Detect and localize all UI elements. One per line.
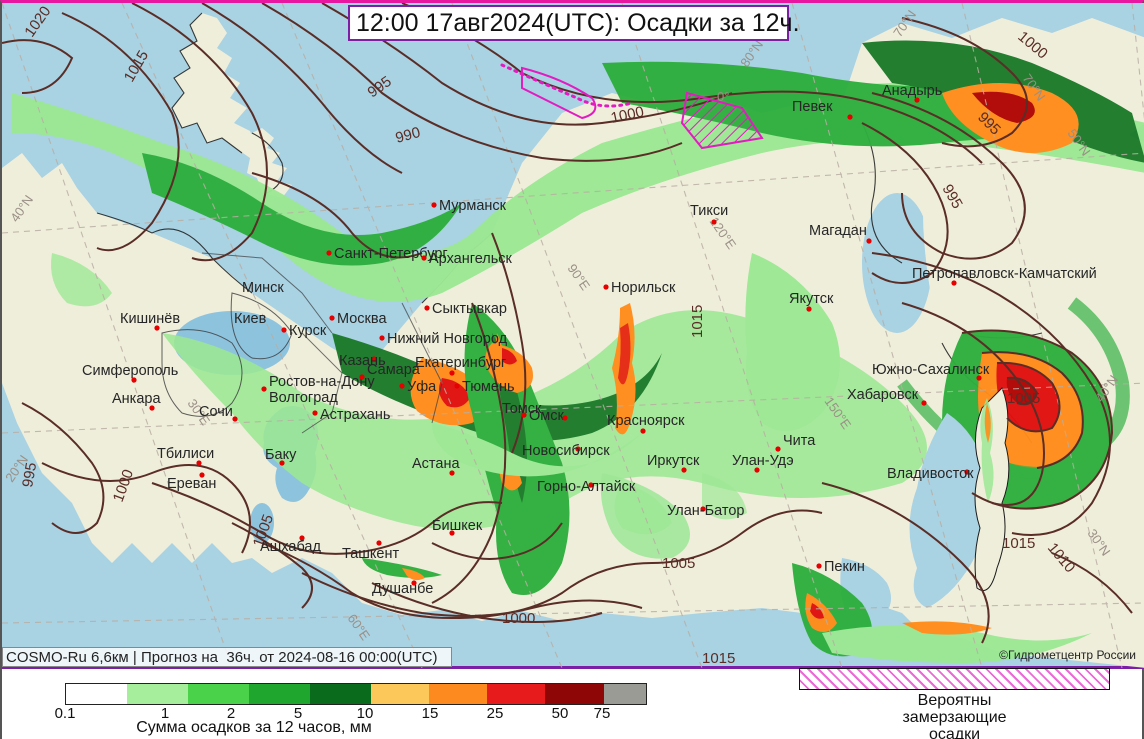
svg-text:1005: 1005 (1007, 390, 1040, 407)
svg-text:Пекин: Пекин (824, 559, 865, 575)
svg-text:Кишинёв: Кишинёв (120, 311, 180, 327)
svg-text:Певек: Певек (792, 99, 833, 115)
svg-text:1015: 1015 (1002, 535, 1035, 552)
svg-text:Нижний Новгород: Нижний Новгород (387, 331, 508, 347)
svg-text:Новосибирск: Новосибирск (522, 443, 610, 459)
svg-text:1005: 1005 (662, 555, 695, 572)
svg-text:Томск: Томск (502, 401, 542, 417)
svg-text:Минск: Минск (242, 280, 284, 296)
svg-text:Петропавловск-Камчатский: Петропавловск-Камчатский (912, 266, 1097, 282)
svg-text:Самара: Самара (367, 362, 421, 378)
svg-text:Тюмень: Тюмень (462, 379, 515, 395)
svg-text:Якутск: Якутск (789, 291, 834, 307)
svg-text:Ростов-на-Дону: Ростов-на-Дону (269, 374, 375, 390)
svg-text:Тбилиси: Тбилиси (157, 446, 214, 462)
svg-text:Сыктывкар: Сыктывкар (432, 301, 507, 317)
svg-text:Мурманск: Мурманск (439, 198, 507, 214)
svg-text:Душанбе: Душанбе (372, 581, 433, 597)
svg-text:Южно-Сахалинск: Южно-Сахалинск (872, 362, 990, 378)
svg-text:Горно-Алтайск: Горно-Алтайск (537, 479, 636, 495)
svg-text:Киев: Киев (234, 311, 267, 327)
svg-text:Ашхабад: Ашхабад (260, 539, 321, 555)
svg-text:Астрахань: Астрахань (320, 407, 390, 423)
svg-text:Екатеринбург: Екатеринбург (415, 355, 506, 371)
svg-text:Уфа: Уфа (407, 379, 437, 395)
svg-text:Владивосток: Владивосток (887, 466, 974, 482)
svg-text:Магадан: Магадан (809, 223, 867, 239)
svg-text:Сочи: Сочи (199, 404, 233, 420)
svg-text:Ереван: Ереван (167, 476, 216, 492)
svg-text:Москва: Москва (337, 311, 387, 327)
svg-text:Норильск: Норильск (611, 280, 676, 296)
svg-text:Улан-Удэ: Улан-Удэ (732, 453, 794, 469)
svg-text:Баку: Баку (265, 447, 297, 463)
svg-text:Хабаровск: Хабаровск (847, 387, 919, 403)
svg-text:1015: 1015 (689, 305, 706, 338)
svg-text:Чита: Чита (783, 433, 816, 449)
svg-text:Анкара: Анкара (112, 391, 161, 407)
svg-text:Архангельск: Архангельск (429, 251, 513, 267)
svg-text:Анадырь: Анадырь (882, 83, 942, 99)
svg-text:1015: 1015 (702, 650, 735, 667)
svg-text:Улан-Батор: Улан-Батор (667, 503, 744, 519)
svg-text:Симферополь: Симферополь (82, 363, 178, 379)
svg-text:Волгоград: Волгоград (269, 390, 338, 406)
svg-text:1000: 1000 (502, 610, 535, 627)
svg-text:Астана: Астана (412, 456, 460, 472)
svg-text:Иркутск: Иркутск (647, 453, 700, 469)
svg-text:Тикси: Тикси (690, 203, 728, 219)
svg-text:Курск: Курск (289, 323, 327, 339)
svg-text:Ташкент: Ташкент (342, 546, 399, 562)
svg-text:Бишкек: Бишкек (432, 518, 483, 534)
svg-text:Красноярск: Красноярск (607, 413, 685, 429)
